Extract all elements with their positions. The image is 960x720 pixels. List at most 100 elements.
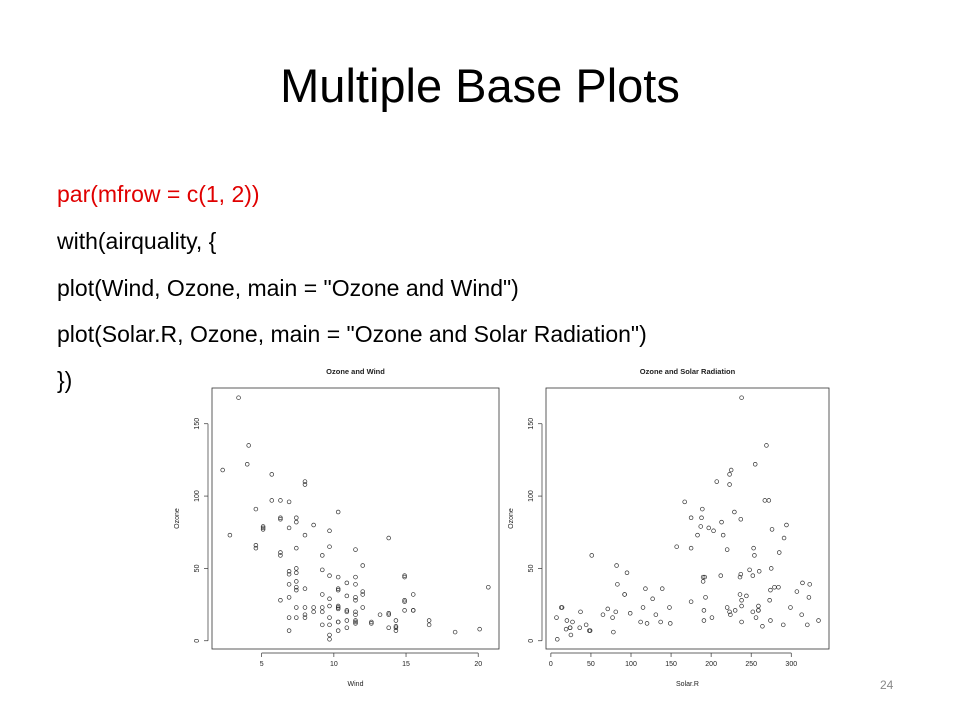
point <box>739 603 744 609</box>
point <box>344 625 350 630</box>
point <box>610 615 615 620</box>
point <box>286 499 292 505</box>
point <box>353 597 358 603</box>
point <box>286 571 292 577</box>
point <box>344 609 350 615</box>
point <box>335 606 341 612</box>
point <box>236 395 241 400</box>
point <box>756 608 761 613</box>
point <box>613 609 619 615</box>
point <box>260 524 266 529</box>
point <box>320 553 325 558</box>
point <box>727 609 732 615</box>
point <box>377 612 383 617</box>
point <box>695 532 700 538</box>
point <box>294 615 299 620</box>
point <box>278 516 283 522</box>
slide-title: Multiple Base Plots <box>280 59 680 112</box>
point <box>700 506 705 512</box>
point <box>638 619 643 625</box>
point <box>682 499 687 505</box>
point <box>327 637 332 642</box>
point <box>688 545 694 551</box>
point <box>800 580 805 586</box>
point <box>353 612 358 617</box>
point <box>674 544 679 549</box>
y-axis-label: Ozone <box>174 508 181 529</box>
point <box>567 625 573 630</box>
point <box>393 618 399 623</box>
point <box>302 586 308 591</box>
point <box>294 587 299 593</box>
point <box>738 571 744 577</box>
y-tick-label: 150 <box>194 418 201 430</box>
x-tick-label: 200 <box>705 661 717 668</box>
point <box>587 628 593 633</box>
y-tick-label: 50 <box>528 564 535 572</box>
point <box>286 569 292 574</box>
point <box>278 515 283 521</box>
point <box>700 579 706 584</box>
x-tick-label: 0 <box>549 661 553 668</box>
point <box>805 622 810 628</box>
point <box>772 584 777 590</box>
code-line: }) <box>57 367 73 393</box>
point <box>393 624 399 629</box>
point <box>335 574 341 580</box>
point <box>760 624 765 629</box>
point <box>744 593 749 599</box>
point <box>738 516 744 522</box>
point <box>227 532 233 538</box>
point <box>311 605 316 610</box>
point <box>688 599 694 604</box>
point <box>701 618 707 623</box>
point <box>605 606 611 612</box>
point <box>615 582 620 587</box>
x-tick-label: 100 <box>625 661 637 668</box>
point <box>728 612 733 617</box>
point <box>724 547 730 552</box>
point <box>353 574 358 580</box>
point <box>353 582 358 587</box>
point <box>302 615 308 620</box>
plot-box <box>211 387 500 650</box>
point <box>747 567 752 573</box>
point <box>278 597 283 603</box>
point <box>570 619 575 625</box>
point <box>294 519 299 525</box>
plot-title: Ozone and Solar Radiation <box>640 367 736 376</box>
point <box>269 498 275 503</box>
point <box>360 563 365 568</box>
point <box>353 618 358 623</box>
point <box>327 596 332 602</box>
point <box>302 532 308 538</box>
point <box>577 625 582 630</box>
point <box>776 584 781 590</box>
x-tick-label: 5 <box>260 661 264 668</box>
point <box>583 622 589 628</box>
point <box>294 570 299 576</box>
point <box>426 622 432 628</box>
point <box>750 573 756 578</box>
point <box>253 543 259 548</box>
point <box>714 479 719 484</box>
point <box>699 515 704 521</box>
point <box>768 618 773 623</box>
point <box>294 545 299 551</box>
point <box>286 582 292 587</box>
point <box>781 535 787 541</box>
point <box>739 597 744 603</box>
point <box>709 615 715 620</box>
point <box>777 550 782 555</box>
point <box>762 498 768 503</box>
point <box>311 522 316 528</box>
point <box>353 621 358 626</box>
point <box>402 574 407 580</box>
point <box>393 628 399 633</box>
point <box>344 580 350 586</box>
point <box>578 609 583 615</box>
point <box>769 527 775 532</box>
point <box>667 605 672 610</box>
point <box>294 579 299 584</box>
point <box>732 608 738 613</box>
